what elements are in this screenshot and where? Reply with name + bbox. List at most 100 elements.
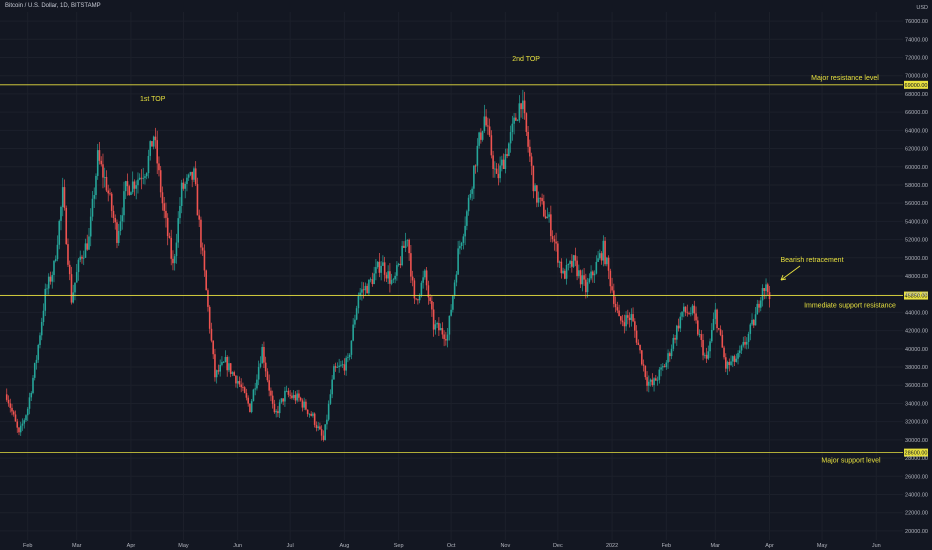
candle-body <box>548 214 550 217</box>
y-tick-label: 36000.00 <box>905 383 928 389</box>
candle-body <box>151 141 153 147</box>
candle-body <box>637 342 640 345</box>
candle-body <box>616 307 619 311</box>
candle-body <box>455 274 458 283</box>
candle-body <box>550 214 552 237</box>
annotation-2nd-top: 2nd TOP <box>512 56 540 63</box>
candle-body <box>611 286 613 291</box>
candle-body <box>572 255 575 267</box>
candle-body <box>567 263 570 266</box>
candle-body <box>693 305 696 314</box>
candle-body <box>460 242 463 246</box>
candle-body <box>184 183 186 189</box>
y-tick-label: 54000.00 <box>905 219 928 225</box>
y-axis: 20000.00 22000.00 24000.00 26000.00 28000.00… <box>905 5 928 535</box>
candle-body <box>308 413 311 415</box>
candle-body <box>40 322 43 336</box>
candle-body <box>235 375 237 384</box>
candle-body <box>19 425 22 433</box>
candle-body <box>310 413 312 416</box>
y-tick-label: 22000.00 <box>905 511 928 517</box>
candle-body <box>686 312 689 314</box>
candle-body <box>569 261 571 264</box>
level-tag <box>904 80 928 89</box>
candle-body <box>95 175 97 196</box>
candle-body <box>613 290 615 304</box>
candle-body <box>607 257 610 271</box>
candle-body <box>749 324 752 334</box>
candle-body <box>644 365 647 378</box>
candle-body <box>226 356 228 371</box>
candle-body <box>565 265 568 279</box>
candle-body <box>200 219 202 248</box>
candle-body <box>450 309 452 316</box>
candle-body <box>425 270 428 286</box>
candle-body <box>684 306 687 313</box>
candle-body <box>494 168 496 170</box>
candle-body <box>541 198 543 202</box>
candle-body <box>709 341 711 352</box>
candle-body <box>46 288 48 290</box>
candle-body <box>751 319 753 325</box>
candle-body <box>123 191 125 216</box>
candle-body <box>194 168 197 185</box>
candle-body <box>340 364 342 366</box>
candle-body <box>446 334 449 341</box>
candle-body <box>47 276 50 289</box>
candle-body <box>728 361 731 365</box>
candle-body <box>54 259 57 262</box>
candle-body <box>646 377 648 386</box>
candle-body <box>65 207 68 245</box>
candle-body <box>401 245 403 266</box>
candle-body <box>271 395 274 404</box>
x-tick-label: Jun <box>872 543 881 549</box>
candle-body <box>259 363 262 367</box>
candle-body <box>403 245 405 248</box>
candle-body <box>222 362 225 363</box>
x-tick-label: Nov <box>500 543 510 549</box>
candle-body <box>238 381 241 385</box>
candle-body <box>110 193 113 211</box>
candle-body <box>716 309 718 329</box>
candle-body <box>436 323 438 325</box>
candle-body <box>707 351 710 359</box>
candle-body <box>303 401 305 408</box>
candle-body <box>432 309 435 330</box>
candle-body <box>375 267 377 274</box>
candle-body <box>502 159 505 170</box>
candle-body <box>497 173 500 179</box>
candle-body <box>406 239 409 241</box>
candle-body <box>117 230 120 243</box>
candle-body <box>480 132 482 140</box>
candle-body <box>634 321 636 331</box>
candle-body <box>63 187 66 208</box>
candle-body <box>341 364 344 366</box>
candle-body <box>487 125 489 127</box>
candle-body <box>233 372 235 376</box>
candle-body <box>82 257 85 259</box>
candle-body <box>656 379 659 381</box>
candle-body <box>579 270 582 285</box>
candle-body <box>25 415 27 421</box>
candle-body <box>418 295 421 301</box>
candle-body <box>691 305 694 314</box>
candle-body <box>467 197 470 212</box>
candle-body <box>224 356 227 363</box>
y-tick-label: 48000.00 <box>905 274 928 280</box>
x-tick-label: Dec <box>553 543 563 549</box>
candle-body <box>536 185 538 203</box>
candle-body <box>408 239 410 254</box>
candle-body <box>396 265 398 276</box>
candle-body <box>294 394 297 401</box>
candle-body <box>88 236 90 250</box>
candle-body <box>394 275 396 280</box>
candle-body <box>147 155 150 174</box>
candle-body <box>124 181 127 192</box>
candle-body <box>186 177 188 184</box>
x-tick-label: Apr <box>765 543 774 549</box>
candle-body <box>362 289 365 291</box>
candle-body <box>191 171 193 180</box>
candle-body <box>492 155 494 169</box>
candle-body <box>557 243 559 263</box>
